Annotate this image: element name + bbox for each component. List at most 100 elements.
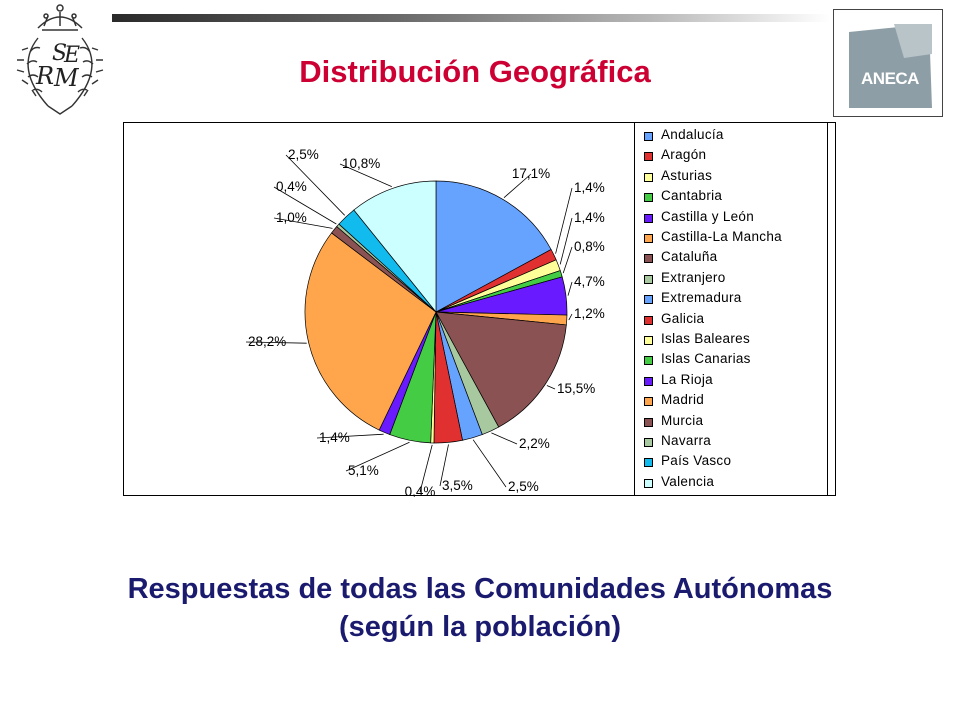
legend-item: Galicia <box>635 311 829 331</box>
leader-line <box>555 187 573 254</box>
svg-text:M: M <box>53 64 80 92</box>
legend-label: Galicia <box>661 310 705 326</box>
legend-label: Castilla-La Mancha <box>661 229 782 244</box>
legend-item: Madrid <box>635 392 829 412</box>
legend-item: País Vasco <box>635 453 829 473</box>
leader-line <box>439 444 449 487</box>
legend-item: La Rioja <box>635 372 829 392</box>
leader-line <box>273 186 337 225</box>
legend-item: Islas Baleares <box>635 331 829 351</box>
leader-line <box>472 439 507 488</box>
pie-slice-valencia <box>353 180 437 313</box>
legend-swatch <box>644 295 653 305</box>
data-label: 3,5% <box>442 478 473 493</box>
chart-legend: Andalucía Aragón Asturias Cantabria Castilla… <box>634 122 828 496</box>
legend-label: Cantabria <box>661 188 723 204</box>
legend-swatch <box>644 397 653 407</box>
leader-line <box>546 385 556 390</box>
legend-item: Castilla-La Mancha <box>635 229 829 249</box>
legend-swatch <box>644 438 653 447</box>
leader-line <box>316 433 384 439</box>
legend-label: Navarra <box>661 433 712 448</box>
legend-label: La Rioja <box>661 371 713 387</box>
legend-swatch <box>644 336 653 345</box>
legend-swatch <box>644 458 653 468</box>
subtitle-line-1: Respuestas de todas las Comunidades Autó… <box>127 573 833 605</box>
leader-line <box>285 154 345 216</box>
data-label: 4,7% <box>574 274 605 289</box>
legend-item: Extranjero <box>635 270 829 290</box>
pie-slice-andaluc-a <box>435 180 552 313</box>
legend-item: Aragón <box>635 147 829 167</box>
data-label: 2,5% <box>508 479 539 494</box>
legend-item: Extremadura <box>635 290 829 310</box>
data-label: 0,8% <box>574 239 605 254</box>
leader-line <box>567 281 573 296</box>
legend-swatch <box>644 356 653 366</box>
legend-label: Aragón <box>661 147 707 163</box>
svg-text:R: R <box>35 62 54 90</box>
svg-text:ANECA: ANECA <box>861 69 919 88</box>
legend-swatch <box>644 132 653 141</box>
legend-label: Extremadura <box>661 290 742 306</box>
data-label: 0,4% <box>405 484 436 497</box>
legend-label: Valencia <box>661 473 715 489</box>
header-gradient-bar <box>112 14 830 22</box>
leader-line <box>419 444 433 493</box>
legend-label: Asturias <box>661 167 713 183</box>
legend-item: Islas Canarias <box>635 351 829 371</box>
leader-line <box>339 163 392 187</box>
data-label: 1,4% <box>574 210 605 225</box>
data-label: 1,0% <box>276 210 307 225</box>
legend-swatch <box>644 234 653 243</box>
pie-slice-madrid <box>304 232 437 431</box>
legend-label: Madrid <box>661 392 705 408</box>
legend-swatch <box>644 254 653 264</box>
data-label: 1,2% <box>574 306 605 321</box>
legend-item: Murcia <box>635 413 829 433</box>
legend-label: Castilla y León <box>661 208 755 224</box>
legend-swatch <box>644 417 653 427</box>
legend-label: Andalucía <box>661 127 724 142</box>
legend-swatch <box>644 172 653 182</box>
subtitle-line-2: (según la población) <box>339 611 621 643</box>
aneca-logo: ANECA <box>833 9 943 117</box>
leader-line <box>491 432 518 445</box>
legend-swatch <box>644 274 653 284</box>
leader-line <box>245 341 307 344</box>
data-label: 1,4% <box>574 180 605 195</box>
svg-text:E: E <box>63 43 80 68</box>
pie-chart: 17,1% 1,4% 1,4% 0,8% 4,7% 1,2% 15,5% 2,2% 2,5% 3,… <box>123 122 836 497</box>
data-label: 17,1% <box>512 166 550 181</box>
slide-title: Distribución Geográfica <box>299 54 651 89</box>
legend-swatch <box>644 315 653 325</box>
legend-swatch <box>644 152 653 162</box>
leader-line <box>559 217 573 265</box>
data-label: 28,2% <box>248 334 286 349</box>
leader-line <box>503 173 532 199</box>
data-label: 2,5% <box>288 147 319 162</box>
legend-label: Islas Baleares <box>661 331 750 346</box>
data-label: 0,4% <box>276 179 307 194</box>
leader-line <box>345 441 410 472</box>
legend-label: Extranjero <box>661 269 726 285</box>
legend-label: Islas Canarias <box>661 351 751 367</box>
leader-line <box>568 313 573 321</box>
leader-line <box>562 246 573 274</box>
legend-swatch <box>644 478 653 488</box>
legend-swatch <box>644 376 653 386</box>
slide-subtitle: Respuestas de todas las Comunidades Autó… <box>0 570 960 646</box>
svg-text:S: S <box>52 41 67 66</box>
legend-item: Asturias <box>635 168 829 188</box>
pie-chart-plot: 17,1% 1,4% 1,4% 0,8% 4,7% 1,2% 15,5% 2,2% 2,5% 3,… <box>245 147 605 497</box>
legend-swatch <box>644 193 653 203</box>
legend-item: Navarra <box>635 433 829 453</box>
legend-item: Andalucía <box>635 127 829 147</box>
rsme-logo: S E R M <box>8 2 112 120</box>
leader-line <box>273 217 333 229</box>
legend-item: Cataluña <box>635 249 829 269</box>
legend-item: Cantabria <box>635 188 829 208</box>
legend-label: País Vasco <box>661 453 732 469</box>
data-label: 5,1% <box>348 463 379 478</box>
data-label: 10,8% <box>342 156 380 171</box>
